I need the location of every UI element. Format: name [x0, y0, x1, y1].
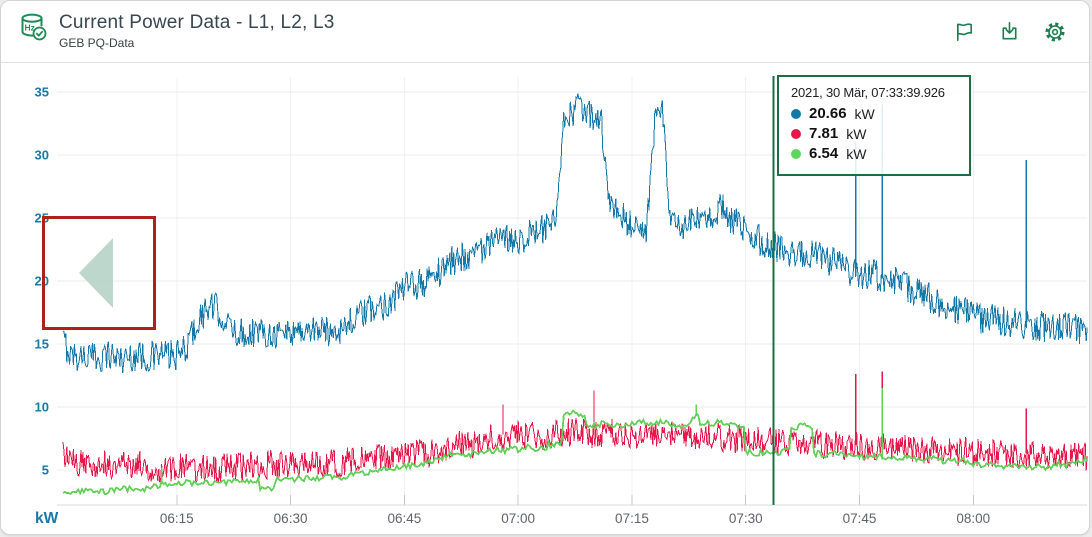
y-tick-label: 15: [35, 337, 49, 352]
tooltip-row: 6.54 kW: [791, 145, 959, 162]
tooltip-value: 6.54: [809, 145, 839, 162]
y-tick-label: 5: [42, 463, 49, 478]
flag-icon[interactable]: [953, 20, 976, 44]
series-line-L2: [62, 418, 1088, 483]
series-dot-icon: [791, 128, 801, 139]
chart-area[interactable]: 06:15 06:30 06:45 07:00 07:15 07:30 07:45 08:00…: [1, 63, 1089, 534]
x-tick-label: 07:15: [615, 511, 649, 526]
tooltip-unit: kW: [846, 125, 867, 142]
y-tick-label: 20: [35, 274, 49, 289]
tooltip-value: 20.66: [809, 105, 847, 122]
selection-rectangle[interactable]: [42, 216, 156, 330]
x-tick-label: 07:45: [843, 511, 877, 526]
panel-title: Current Power Data - L1, L2, L3: [59, 12, 335, 33]
x-tick-label: 06:15: [160, 511, 194, 526]
y-axis-unit-label: kW: [35, 510, 59, 527]
series-line-L3: [62, 409, 1088, 496]
x-tick-label: 06:45: [387, 511, 421, 526]
datasource-hz-icon: Hz: [19, 11, 49, 50]
series-dot-icon: [791, 148, 801, 159]
tooltip-row: 20.66 kW: [791, 105, 959, 122]
tooltip-value: 7.81: [809, 125, 839, 142]
x-tick-label: 07:00: [501, 511, 535, 526]
tooltip-row: 7.81 kW: [791, 125, 959, 142]
panel-subtitle: GEB PQ-Data: [59, 36, 135, 50]
svg-text:Hz: Hz: [25, 23, 35, 33]
panel-header: Hz Current Power Data - L1, L2, L3 GEB P…: [1, 1, 1089, 63]
y-tick-label: 10: [35, 400, 49, 415]
series-dot-icon: [791, 108, 801, 119]
gear-icon[interactable]: [1043, 20, 1067, 44]
panel-actions: [953, 11, 1067, 44]
series-line-L1: [62, 93, 1088, 373]
y-tick-label: 30: [35, 148, 49, 163]
download-icon[interactable]: [998, 20, 1021, 44]
x-tick-label: 06:30: [274, 511, 308, 526]
y-tick-label: 25: [35, 211, 49, 226]
tooltip-unit: kW: [846, 145, 867, 162]
tooltip-unit: kW: [854, 105, 875, 122]
pan-left-arrow-icon[interactable]: [79, 238, 113, 308]
x-tick-label: 07:30: [729, 511, 763, 526]
chart-tooltip: 2021, 30 Mär, 07:33:39.926 20.66 kW 7.81 kW…: [777, 75, 971, 176]
tooltip-timestamp: 2021, 30 Mär, 07:33:39.926: [791, 85, 945, 100]
x-tick-label: 08:00: [956, 511, 990, 526]
panel-header-left: Hz Current Power Data - L1, L2, L3 GEB P…: [19, 11, 335, 50]
tooltip-rows: 20.66 kW 7.81 kW 6.54 kW: [791, 105, 959, 162]
panel-title-block: Current Power Data - L1, L2, L3 GEB PQ-D…: [59, 11, 335, 50]
y-tick-label: 35: [35, 85, 49, 100]
